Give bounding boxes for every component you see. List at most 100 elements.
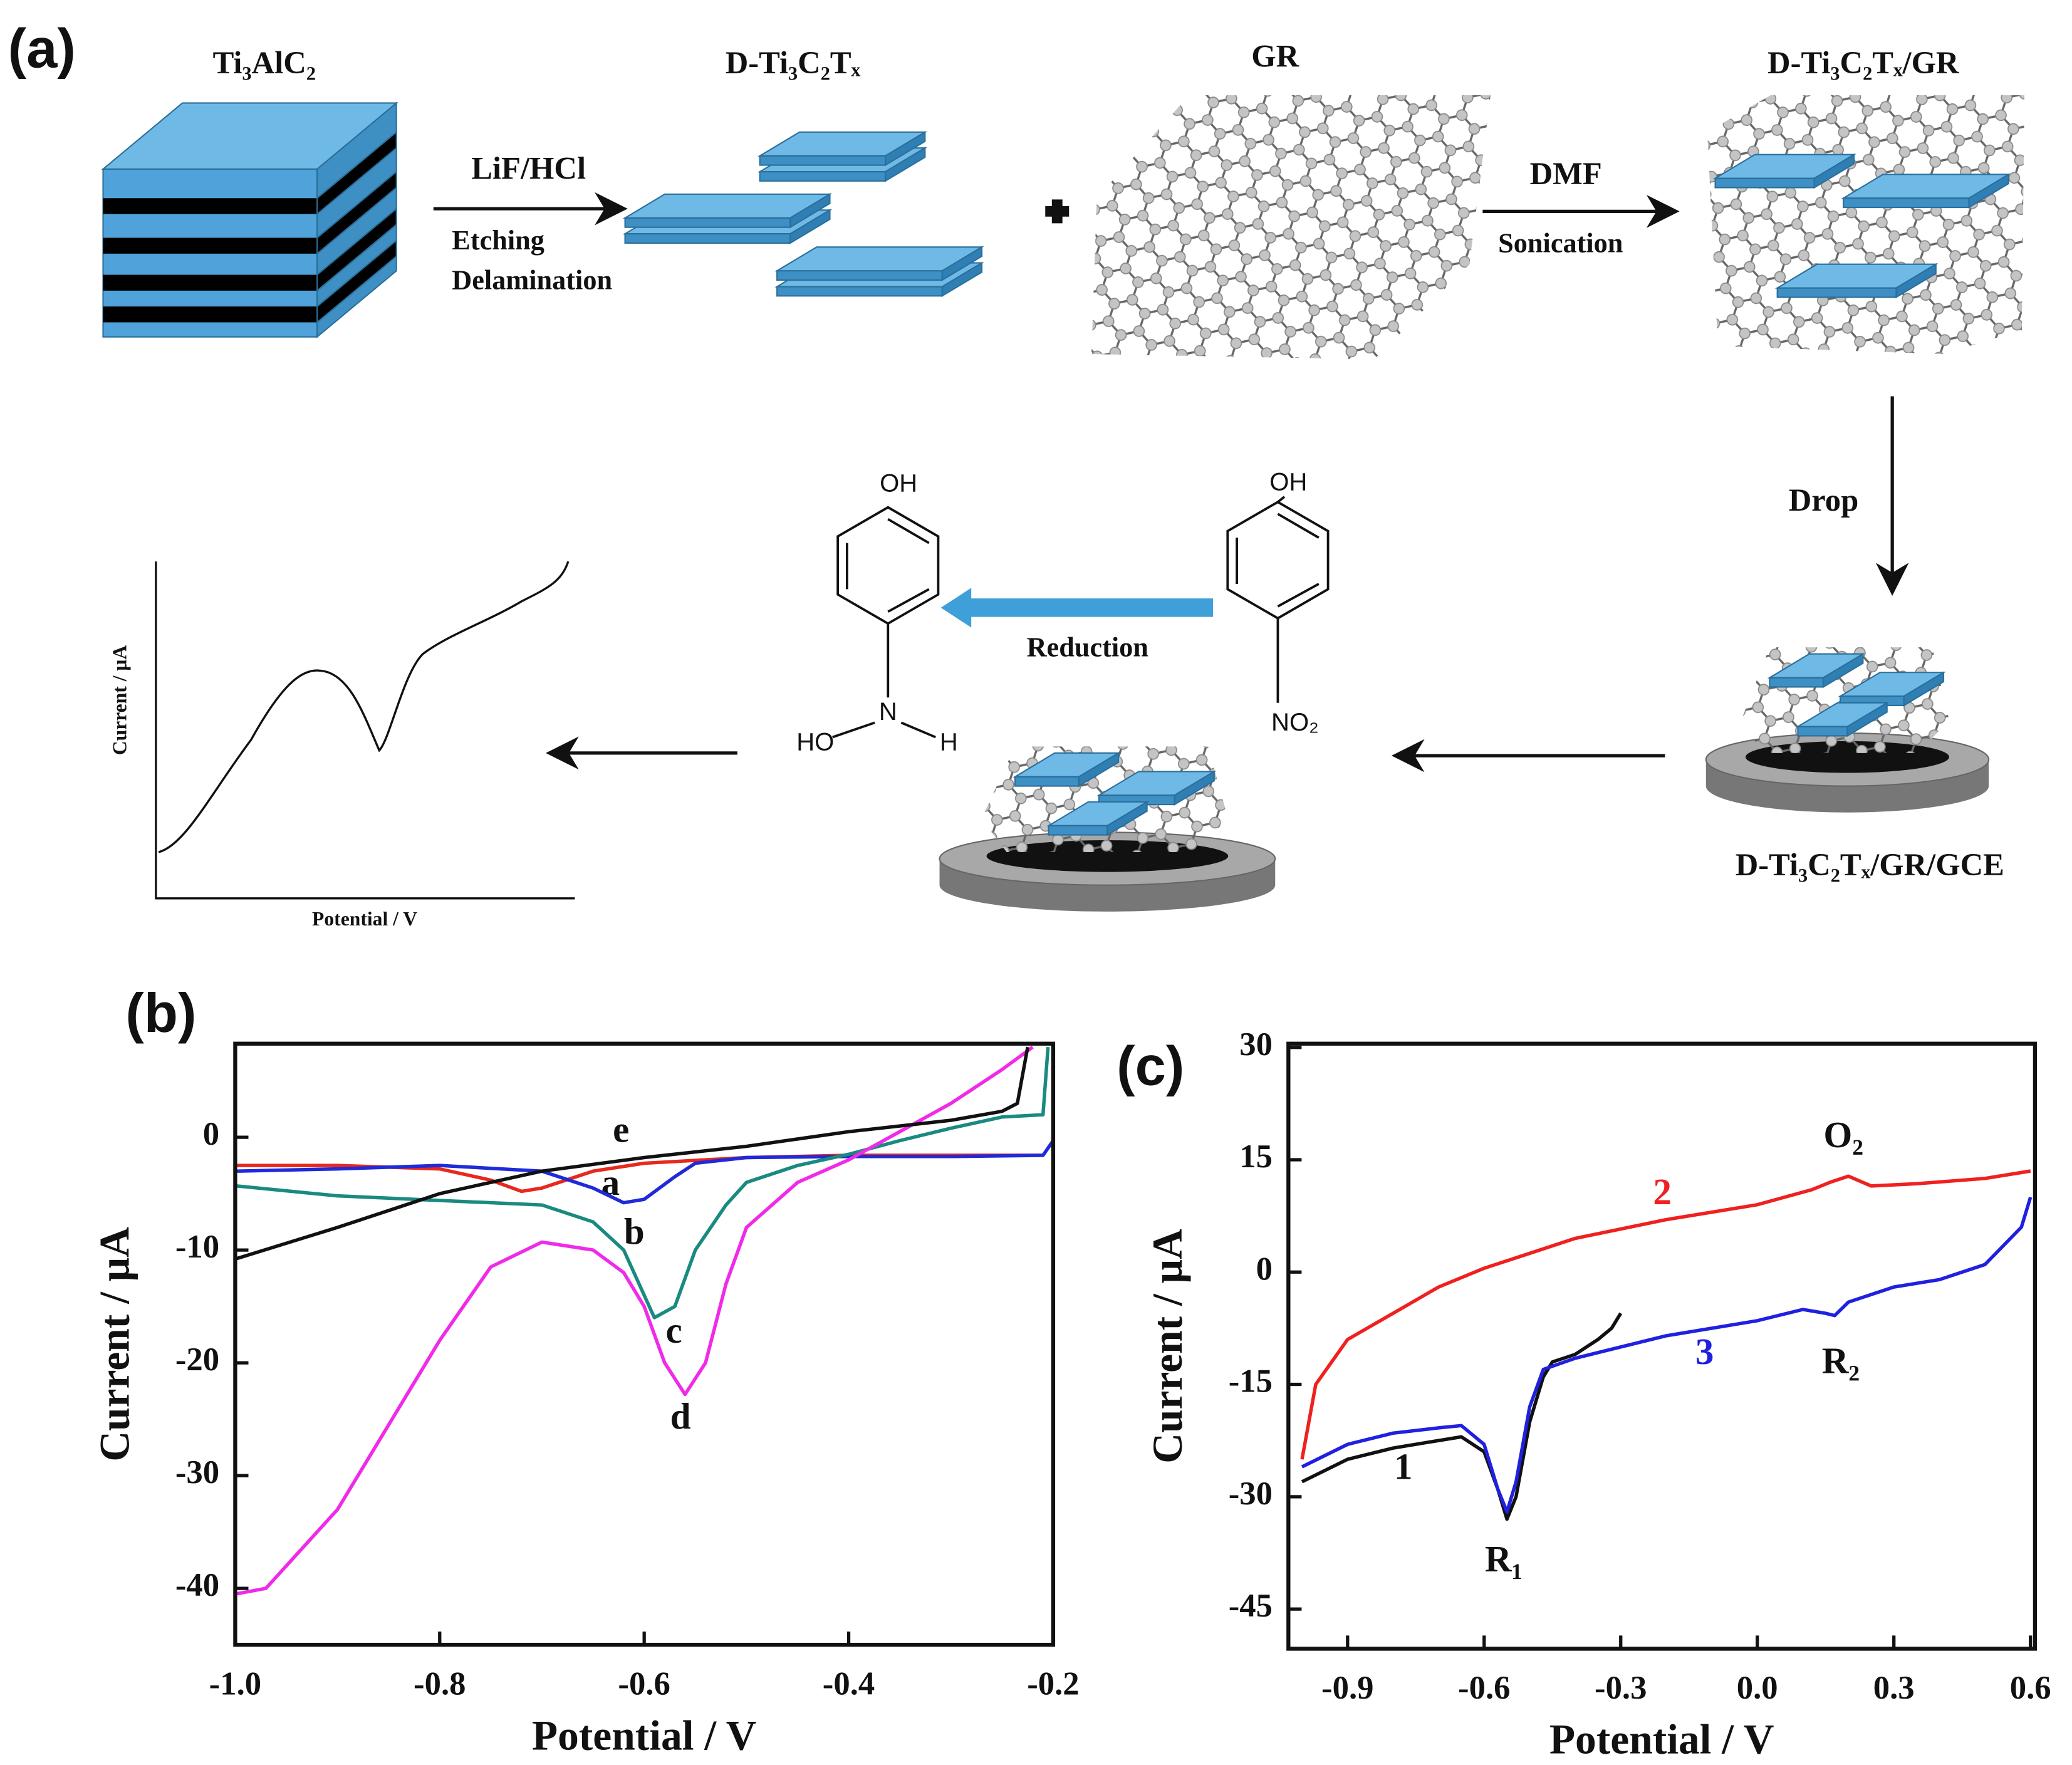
atom-label: H: [940, 729, 958, 756]
sheet-edge: [941, 261, 983, 298]
series-line: [235, 1046, 1029, 1261]
atom-label: N: [879, 698, 897, 726]
sheet-edge: [1846, 701, 1888, 737]
curve-label: 3: [1695, 1331, 1714, 1372]
block-layer: [103, 198, 318, 214]
x-tick-label: -0.9: [1321, 1670, 1373, 1706]
inset-plot: [155, 561, 575, 900]
block-title: Ti₃AlC₂: [213, 45, 316, 80]
sheet-edge: [1843, 197, 1970, 209]
sheet-edge: [1714, 177, 1815, 189]
series-line: [235, 1046, 1034, 1596]
y-tick-label: -30: [1229, 1476, 1273, 1512]
y-axis-label: Current / μA: [91, 1227, 138, 1462]
y-tick-label: -15: [1229, 1363, 1273, 1400]
sheet-edge: [1014, 776, 1080, 787]
chart: (c) -0.9 -0.6 -0.3 0.0 0.3 0.6 30 15 0 -15 -30 -45 1 2…: [1117, 1026, 2051, 1763]
reduction-arrow: [940, 588, 1214, 628]
series-line: [235, 1139, 1053, 1205]
reaction-label: Reduction: [1027, 632, 1148, 663]
y-axis-label: Current / μA: [1144, 1229, 1191, 1464]
y-tick-label: -10: [175, 1229, 219, 1265]
curve-label: 1: [1394, 1445, 1413, 1487]
series-line: [1300, 1169, 2031, 1460]
sheet-edge: [1903, 671, 1945, 707]
composite-title: D-Ti₃C₂Tₓ/GR: [1767, 45, 1959, 80]
atom-label: OH: [1269, 468, 1307, 496]
sheet-edge: [759, 155, 887, 166]
curve-label: b: [624, 1211, 645, 1252]
y-tick-label: -45: [1229, 1588, 1273, 1624]
bond: [832, 721, 875, 739]
series-line: [235, 1047, 1050, 1320]
panel-label: (a): [8, 18, 76, 80]
x-tick-label: -0.4: [823, 1666, 875, 1702]
graphene-sheet: [1091, 95, 1491, 360]
series-line: [1301, 1196, 2033, 1514]
series-line: [1301, 1312, 1623, 1521]
charts: (b)-1.0 -0.8 -0.6 -0.4 -0.20-10-20-30-40abcd…: [91, 982, 2051, 1763]
block-layer: [103, 237, 318, 254]
inset-axes: [155, 561, 575, 900]
series-line: [235, 1153, 1043, 1194]
sheet-edge: [885, 147, 926, 182]
x-axis-label: Potential / V: [1549, 1716, 1774, 1763]
block-layer: [316, 207, 397, 293]
plot-frame: [233, 1041, 1056, 1647]
curve-label: c: [666, 1309, 682, 1351]
x-tick-label: 0.3: [1873, 1670, 1915, 1706]
y-tick-label: -40: [175, 1567, 219, 1603]
block-layer: [316, 239, 397, 324]
etched-title: D-Ti₃C₂Tₓ: [726, 45, 861, 80]
sheet-edge: [1968, 173, 2009, 209]
sheet-edge: [1078, 752, 1120, 788]
annotation: R₁: [1485, 1538, 1523, 1580]
atom-label: HO: [796, 729, 834, 756]
x-tick-label: 0.0: [1737, 1670, 1778, 1706]
y-tick-label: 15: [1239, 1138, 1273, 1175]
x-tick-label: -1.0: [209, 1666, 261, 1702]
sheet-edge: [1048, 825, 1108, 836]
sheet-edge: [1895, 263, 1937, 299]
graphene-title: GR: [1251, 38, 1299, 73]
atom-label: NO₂: [1271, 709, 1319, 736]
sheet-edge: [789, 193, 831, 229]
inset-xlabel: Potential / V: [312, 908, 417, 930]
sheet-edge: [776, 270, 943, 281]
electrode-title: D-Ti₃C₂Tₓ/GR/GCE: [1736, 847, 2004, 882]
sheet-edge: [624, 233, 791, 244]
x-tick-label: 0.6: [2010, 1670, 2051, 1706]
schematics: [101, 95, 2025, 912]
panel-label: (c): [1117, 1034, 1184, 1096]
step-solvent: DMF: [1530, 156, 1602, 191]
sheet-edge: [776, 286, 943, 297]
molecules: [832, 496, 1330, 739]
sheet-edge: [941, 246, 983, 281]
bond: [900, 721, 936, 739]
curve-label: 2: [1653, 1171, 1672, 1212]
step-note: Etching: [452, 225, 544, 256]
sheet-edge: [624, 217, 791, 228]
x-tick-label: -0.6: [618, 1666, 670, 1702]
sheet-edge: [1776, 287, 1897, 298]
block-layer: [103, 306, 318, 323]
chart: (b)-1.0 -0.8 -0.6 -0.4 -0.20-10-20-30-40abcd…: [91, 982, 1079, 1759]
sheet-edge: [759, 171, 887, 182]
inset-curve: [158, 561, 570, 853]
step-note: Sonication: [1498, 227, 1623, 258]
annotation: R₂: [1822, 1340, 1860, 1382]
x-tick-label: -0.3: [1595, 1670, 1647, 1706]
sheet-edge: [1174, 770, 1215, 806]
plot-frame: [1286, 1041, 2038, 1651]
y-tick-label: -30: [175, 1454, 219, 1491]
step-drop: Drop: [1789, 482, 1859, 518]
curve-label: e: [613, 1109, 629, 1150]
sheet-edge: [1797, 726, 1848, 737]
panel-label: (b): [125, 982, 196, 1044]
x-tick-label: -0.8: [414, 1666, 466, 1702]
x-axis-label: Potential / V: [532, 1712, 757, 1759]
x-tick-label: -0.6: [1458, 1670, 1510, 1706]
curve-label: d: [670, 1395, 691, 1437]
